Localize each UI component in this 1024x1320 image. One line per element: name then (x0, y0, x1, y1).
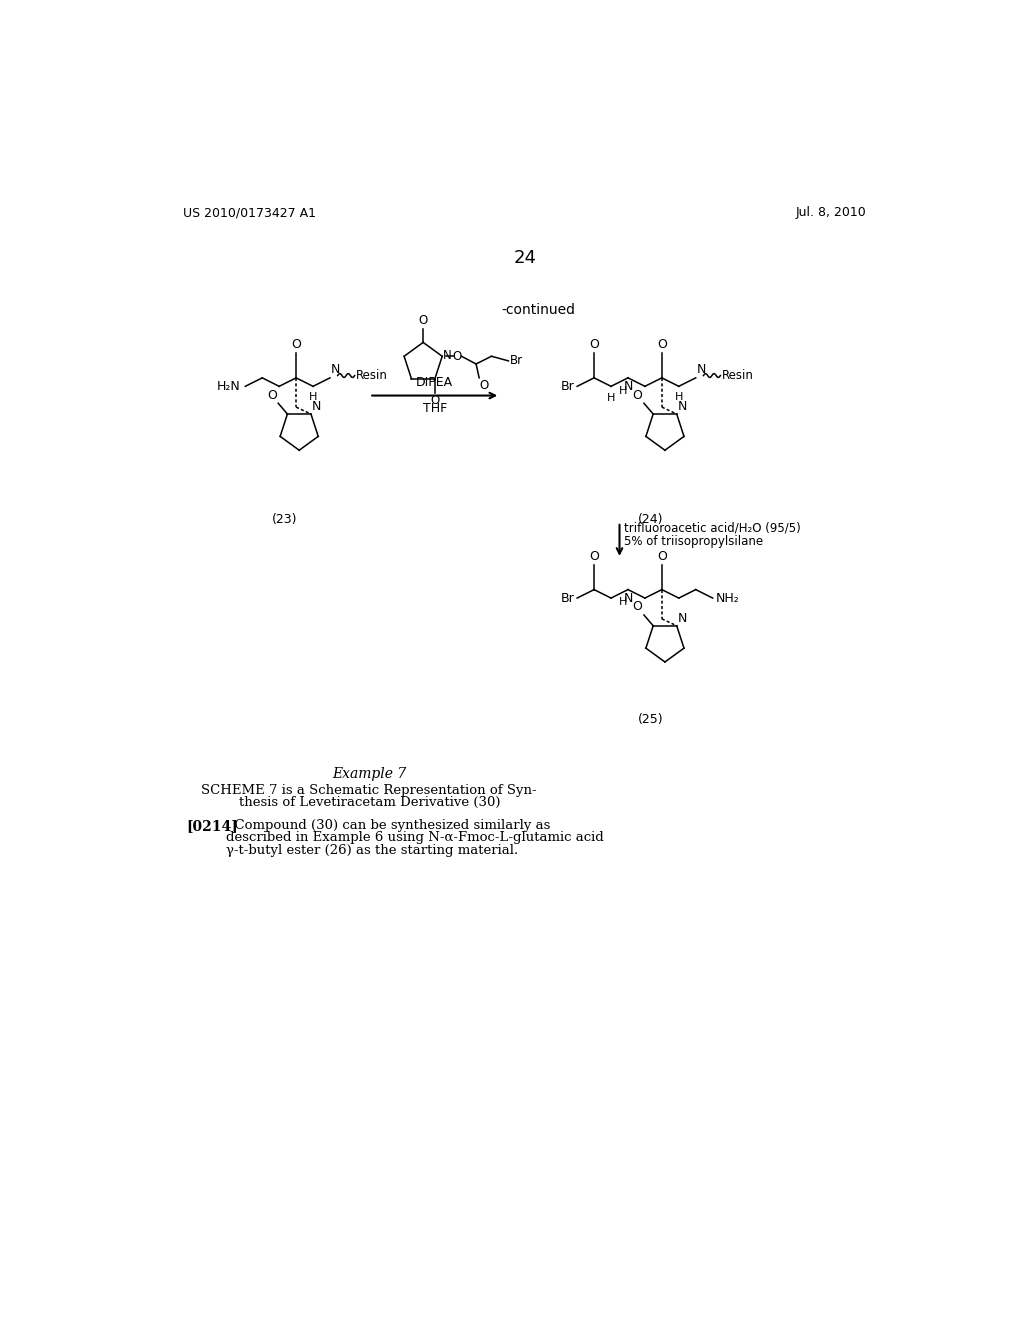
Text: (25): (25) (638, 713, 664, 726)
Text: γ-t-butyl ester (26) as the starting material.: γ-t-butyl ester (26) as the starting mat… (226, 843, 518, 857)
Text: O: O (479, 379, 488, 392)
Text: O: O (657, 549, 667, 562)
Text: US 2010/0173427 A1: US 2010/0173427 A1 (183, 206, 316, 219)
Text: DIPEA: DIPEA (416, 376, 454, 389)
Text: 5% of triisopropylsilane: 5% of triisopropylsilane (625, 536, 763, 548)
Text: trifluoroacetic acid/H₂O (95/5): trifluoroacetic acid/H₂O (95/5) (625, 521, 801, 535)
Text: Br: Br (561, 380, 574, 393)
Text: O: O (291, 338, 301, 351)
Text: H₂N: H₂N (217, 380, 241, 393)
Text: Resin: Resin (722, 370, 754, 381)
Text: 24: 24 (513, 249, 537, 267)
Text: O: O (633, 388, 642, 401)
Text: [0214]: [0214] (186, 818, 238, 833)
Text: NH₂: NH₂ (716, 591, 739, 605)
Text: N: N (678, 400, 687, 413)
Text: N: N (331, 363, 340, 376)
Text: thesis of Levetiracetam Derivative (30): thesis of Levetiracetam Derivative (30) (239, 796, 500, 809)
Text: O: O (589, 549, 599, 562)
Text: Resin: Resin (356, 370, 388, 381)
Text: O: O (589, 338, 599, 351)
Text: H: H (675, 392, 683, 403)
Text: THF: THF (423, 401, 446, 414)
Text: H: H (618, 598, 627, 607)
Text: N: N (443, 348, 452, 362)
Text: O: O (430, 395, 439, 407)
Text: O: O (267, 388, 276, 401)
Text: N: N (678, 612, 687, 624)
Text: Example 7: Example 7 (332, 767, 407, 780)
Text: Compound (30) can be synthesized similarly as: Compound (30) can be synthesized similar… (226, 818, 551, 832)
Text: Br: Br (510, 354, 523, 367)
Text: O: O (633, 601, 642, 614)
Text: described in Example 6 using N-α-Fmoc-L-glutamic acid: described in Example 6 using N-α-Fmoc-L-… (226, 832, 604, 845)
Text: O: O (453, 350, 462, 363)
Text: Br: Br (561, 591, 574, 605)
Text: O: O (419, 314, 428, 327)
Text: -continued: -continued (502, 304, 575, 317)
Text: N: N (696, 363, 706, 376)
Text: N: N (624, 380, 633, 393)
Text: H: H (607, 393, 615, 403)
Text: (24): (24) (638, 512, 664, 525)
Text: SCHEME 7 is a Schematic Representation of Syn-: SCHEME 7 is a Schematic Representation o… (202, 784, 537, 797)
Text: (23): (23) (271, 512, 297, 525)
Text: N: N (624, 591, 633, 605)
Text: N: N (311, 400, 322, 413)
Text: O: O (657, 338, 667, 351)
Text: H: H (309, 392, 317, 403)
Text: Jul. 8, 2010: Jul. 8, 2010 (796, 206, 866, 219)
Text: H: H (618, 385, 627, 396)
